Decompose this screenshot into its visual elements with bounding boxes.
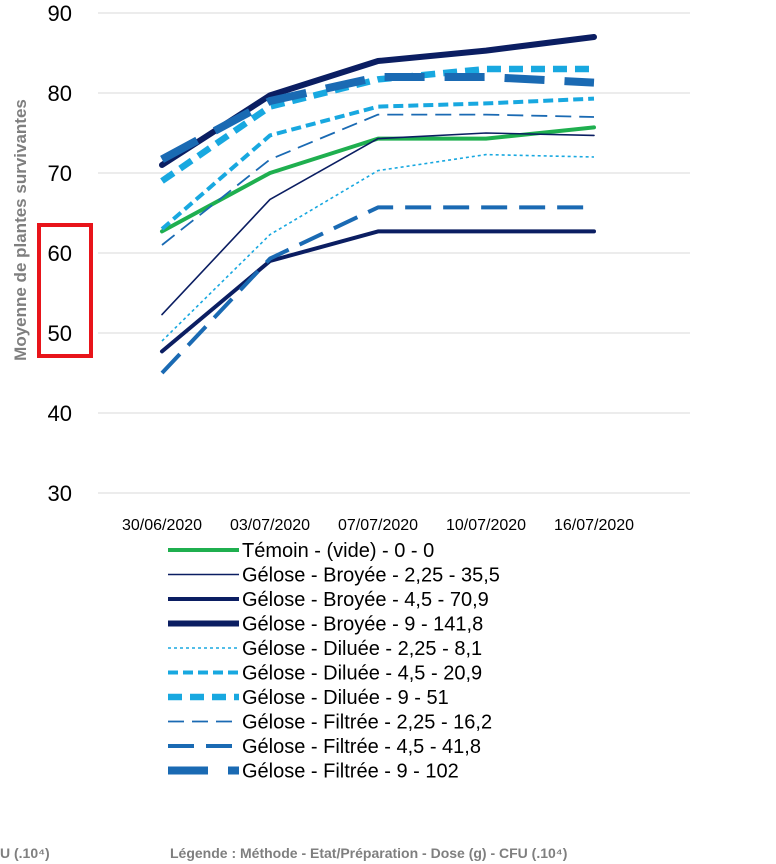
gridlines bbox=[98, 12, 690, 494]
y-tick-label: 80 bbox=[48, 81, 72, 106]
y-tick-label: 50 bbox=[48, 321, 72, 346]
y-tick-label: 30 bbox=[48, 481, 72, 506]
series-line bbox=[161, 113, 595, 246]
y-tick-label: 90 bbox=[48, 1, 72, 26]
x-tick-label: 07/07/2020 bbox=[338, 517, 418, 534]
y-tick-labels: 30 40 50 60 70 80 90 bbox=[48, 1, 72, 506]
footer-legend-caption: Légende : Méthode - Etat/Préparation - D… bbox=[170, 845, 567, 861]
y-axis-label: Moyenne de plantes survivantes bbox=[11, 99, 30, 361]
series-line bbox=[160, 96, 595, 231]
legend-label: Gélose - Broyée - 9 - 141,8 bbox=[242, 614, 483, 636]
highlight-box bbox=[37, 223, 93, 358]
y-tick-label: 70 bbox=[48, 161, 72, 186]
series-line bbox=[160, 125, 596, 234]
x-tick-label: 30/06/2020 bbox=[122, 517, 202, 534]
legend-label: Gélose - Diluée - 4,5 - 20,9 bbox=[242, 663, 482, 685]
series-lines bbox=[159, 34, 597, 375]
legend-label: Gélose - Filtrée - 2,25 - 16,2 bbox=[242, 712, 492, 734]
footer-left-label: U (.10⁴) bbox=[0, 845, 50, 861]
x-tick-label: 16/07/2020 bbox=[554, 517, 634, 534]
series-line bbox=[160, 205, 594, 375]
x-tick-labels: 30/06/2020 03/07/2020 07/07/2020 10/07/2020… bbox=[122, 517, 634, 534]
legend-label: Gélose - Filtrée - 4,5 - 41,8 bbox=[242, 736, 481, 758]
legend-label: Gélose - Diluée - 2,25 - 8,1 bbox=[242, 638, 482, 660]
y-tick-label: 40 bbox=[48, 401, 72, 426]
y-tick-label: 60 bbox=[48, 241, 72, 266]
legend-label: Gélose - Filtrée - 9 - 102 bbox=[242, 761, 459, 783]
legend: Témoin - (vide) - 0 - 0 Gélose - Broyée -… bbox=[168, 540, 500, 783]
legend-label: Témoin - (vide) - 0 - 0 bbox=[242, 540, 434, 562]
series-line bbox=[160, 73, 595, 163]
series-line bbox=[161, 132, 595, 316]
x-tick-label: 10/07/2020 bbox=[446, 517, 526, 534]
legend-label: Gélose - Diluée - 9 - 51 bbox=[242, 687, 449, 709]
legend-label: Gélose - Broyée - 2,25 - 35,5 bbox=[242, 565, 500, 587]
legend-label: Gélose - Broyée - 4,5 - 70,9 bbox=[242, 589, 489, 611]
series-line bbox=[160, 229, 596, 354]
series-line bbox=[160, 65, 594, 184]
x-tick-label: 03/07/2020 bbox=[230, 517, 310, 534]
series-line bbox=[161, 153, 595, 342]
